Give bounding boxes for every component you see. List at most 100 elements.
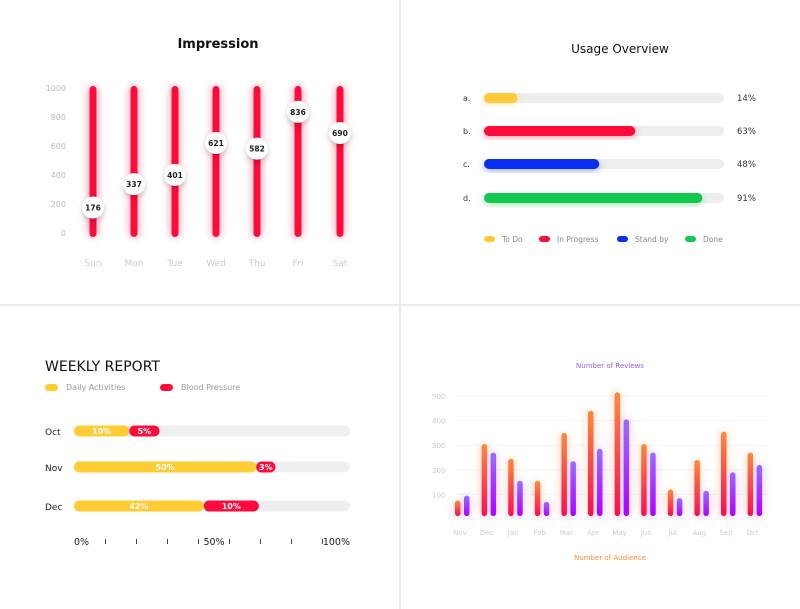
legend-label: In Progress (557, 235, 598, 244)
bar-aug-audience (694, 459, 700, 516)
bar-apr-audience (588, 410, 594, 516)
legend-label: Blood Pressure (181, 383, 240, 392)
x-tick-label: 0% (74, 537, 89, 548)
y-tick-label: 1000 (46, 84, 66, 93)
x-tick-label: Jul (668, 529, 678, 537)
y-tick-label: 300 (432, 442, 445, 450)
bar-oct-audience (747, 452, 754, 516)
percent-label: 14% (737, 94, 756, 104)
segment-label: 3% (259, 463, 273, 472)
segment-daily-activities (74, 500, 204, 512)
value-bubble (123, 173, 145, 196)
tick-mark (322, 539, 323, 544)
bar-jan-audience (508, 458, 514, 516)
reviews-title: Number of Reviews (576, 362, 644, 370)
bar-jun-audience (641, 443, 647, 516)
x-tick-label: Jan (507, 529, 519, 537)
segment-daily-activities (74, 425, 130, 437)
legend-label: Done (703, 235, 723, 244)
bar-feb-audience (534, 480, 541, 516)
x-tick-label: Fri (293, 259, 304, 269)
track (484, 93, 724, 103)
row-label: Nov (45, 464, 63, 474)
bar-b (484, 126, 636, 136)
bar-thu (253, 86, 261, 237)
segment-label: 42% (129, 502, 148, 511)
y-tick-label: 600 (51, 142, 66, 151)
weekly-title: WEEKLY REPORT (45, 359, 160, 375)
x-tick-label: Apr (587, 529, 599, 537)
x-tick-label: Sat (333, 259, 348, 269)
value-bubble (205, 131, 227, 154)
percent-label: 63% (737, 127, 756, 137)
value-label: 582 (249, 145, 265, 154)
bar-mon (130, 86, 138, 237)
impression-title: Impression (177, 37, 259, 52)
horizontal-divider (0, 304, 800, 306)
x-tick-label: 100% (323, 537, 350, 548)
bar-dec-audience (481, 443, 488, 516)
value-label: 401 (167, 171, 183, 180)
tick-mark (291, 539, 292, 544)
x-tick-label: Dec (480, 529, 494, 537)
x-tick-label: 50% (203, 537, 224, 548)
tick-mark (105, 539, 106, 544)
value-label: 836 (290, 108, 306, 117)
legend-label: To Do (501, 235, 523, 244)
y-tick-label: 400 (432, 418, 445, 426)
tick-mark (198, 539, 199, 544)
x-tick-label: Sep (719, 529, 733, 537)
x-tick-label: Aug (693, 529, 707, 537)
legend-swatch (484, 236, 495, 242)
bar-nov-reviews (464, 495, 470, 516)
row-label: b. (463, 127, 471, 136)
tick-mark (260, 539, 261, 544)
bar-apr-reviews (597, 448, 603, 516)
x-tick-label: May (612, 529, 626, 537)
x-tick-label: Feb (534, 529, 547, 537)
segment-label: 5% (138, 427, 152, 436)
bar-dec-reviews (490, 452, 497, 516)
bar-sat (336, 86, 344, 237)
bar-d (484, 193, 703, 203)
legend-swatch (45, 384, 58, 391)
bar-may-reviews (623, 419, 630, 516)
bar-nov-audience (455, 500, 461, 516)
percent-label: 91% (737, 194, 756, 204)
legend-label: Stand by (635, 235, 669, 244)
y-tick-label: 800 (51, 113, 66, 122)
x-tick-label: Mar (560, 529, 573, 537)
segment-blood-pressure (256, 461, 276, 473)
value-label: 690 (332, 129, 348, 138)
x-tick-label: Mon (125, 259, 144, 269)
value-bubble (246, 137, 268, 160)
bar-jul-audience (667, 489, 674, 516)
x-tick-label: Jun (640, 529, 652, 537)
x-tick-label: Thu (248, 259, 266, 269)
x-tick-label: Sun (84, 259, 101, 269)
usage-title: Usage Overview (571, 42, 669, 56)
tick-mark (229, 539, 230, 544)
x-tick-label: Oct (747, 529, 759, 537)
audience-label: Number of Audience (574, 554, 646, 562)
bar-fri (294, 86, 302, 237)
legend-swatch (160, 384, 173, 391)
bar-jun-reviews (650, 452, 656, 516)
x-tick-label: Nov (453, 529, 467, 537)
row-label: d. (463, 194, 471, 203)
percent-label: 48% (737, 160, 756, 170)
bar-jan-reviews (517, 480, 523, 516)
bar-wed (212, 86, 220, 237)
bar-a (484, 93, 518, 103)
legend-swatch (539, 236, 550, 242)
segment-blood-pressure (203, 500, 259, 512)
legend-label: Daily Activities (66, 383, 125, 392)
bar-may-audience (614, 392, 621, 516)
segment-label: 10% (222, 502, 241, 511)
y-tick-label: 100 (432, 491, 445, 499)
value-bubble (329, 121, 351, 144)
tick-mark (167, 539, 168, 544)
bar-sep-audience (721, 431, 727, 516)
y-tick-label: 200 (51, 200, 66, 209)
